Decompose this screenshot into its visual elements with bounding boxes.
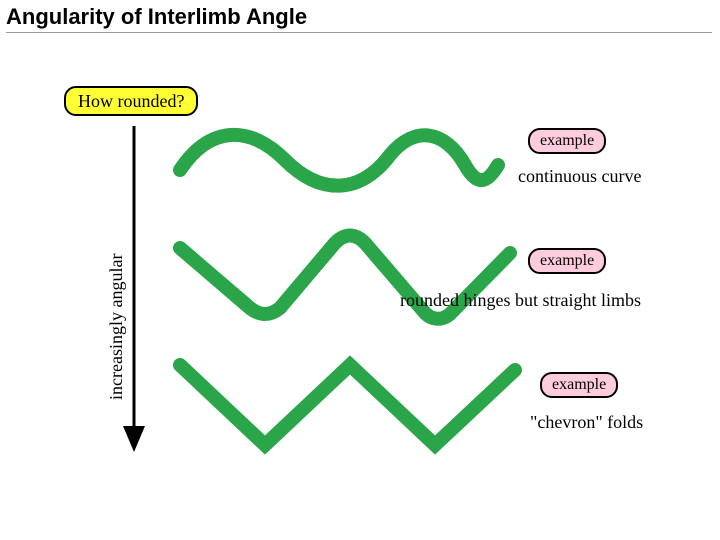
wave-continuous-curve: [170, 110, 515, 220]
example-pill-1[interactable]: example: [528, 128, 606, 154]
caption-3: "chevron" folds: [530, 412, 643, 433]
example-pill-2[interactable]: example: [528, 248, 606, 274]
wave-rounded-hinges: [170, 218, 525, 338]
wave-chevron: [170, 340, 530, 465]
example-pill-3[interactable]: example: [540, 372, 618, 398]
caption-2: rounded hinges but straight limbs: [400, 290, 641, 311]
caption-1: continuous curve: [518, 166, 641, 187]
page-title: Angularity of Interlimb Angle: [6, 4, 712, 33]
arrow-down-icon: [120, 126, 148, 452]
